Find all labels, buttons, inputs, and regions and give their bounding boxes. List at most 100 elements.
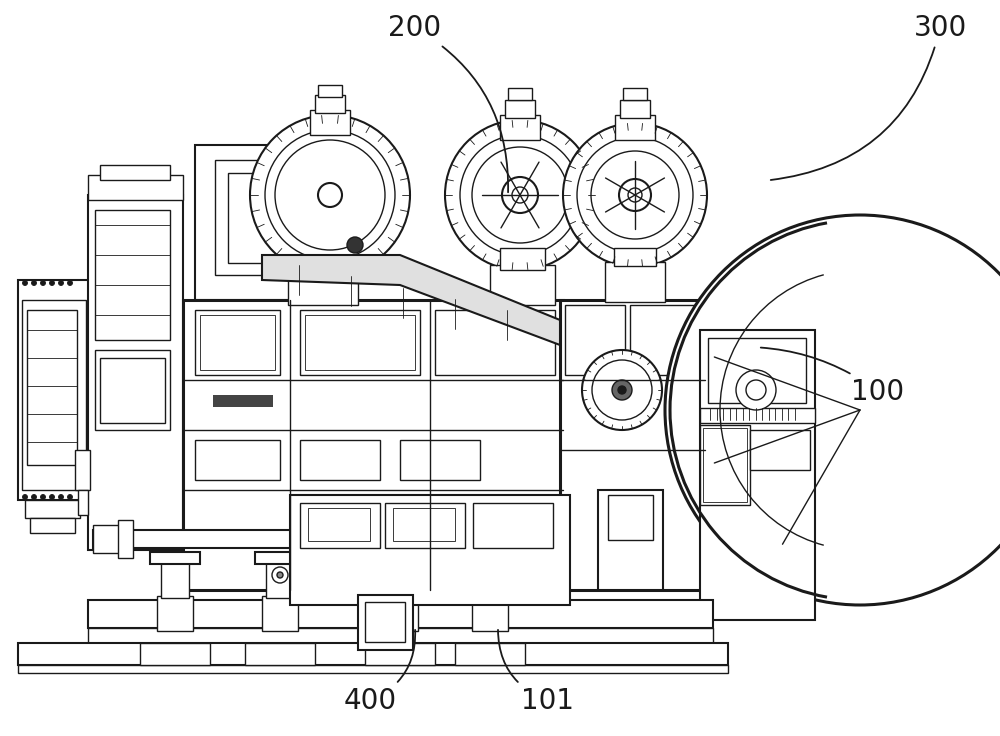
Bar bbox=[614, 248, 656, 266]
Bar bbox=[18, 665, 728, 673]
Bar bbox=[95, 350, 170, 430]
Bar bbox=[386, 560, 414, 598]
Bar bbox=[240, 300, 275, 340]
Bar bbox=[500, 115, 540, 140]
Bar bbox=[300, 310, 420, 375]
Bar bbox=[435, 310, 555, 375]
Circle shape bbox=[472, 147, 568, 243]
Circle shape bbox=[592, 360, 652, 420]
Bar bbox=[18, 643, 728, 665]
Text: 400: 400 bbox=[343, 630, 415, 715]
Circle shape bbox=[392, 567, 408, 583]
Bar bbox=[700, 425, 750, 505]
Bar bbox=[382, 596, 418, 631]
Text: 200: 200 bbox=[388, 14, 508, 192]
Bar bbox=[150, 552, 200, 564]
Circle shape bbox=[275, 140, 385, 250]
Bar bbox=[318, 85, 342, 97]
Circle shape bbox=[445, 120, 595, 270]
Text: 100: 100 bbox=[761, 347, 905, 406]
Bar bbox=[88, 600, 713, 628]
Bar bbox=[195, 440, 280, 480]
Bar bbox=[296, 240, 351, 260]
Circle shape bbox=[272, 567, 288, 583]
Bar bbox=[358, 595, 413, 650]
Bar bbox=[30, 518, 75, 533]
Bar bbox=[75, 450, 90, 490]
Bar bbox=[400, 440, 480, 480]
Circle shape bbox=[618, 386, 626, 394]
Bar bbox=[183, 300, 563, 590]
Bar bbox=[700, 408, 815, 423]
Bar bbox=[620, 100, 650, 118]
Circle shape bbox=[40, 280, 46, 286]
Bar bbox=[605, 262, 665, 302]
Bar bbox=[375, 552, 425, 564]
Circle shape bbox=[563, 123, 707, 267]
Bar bbox=[288, 255, 358, 305]
Circle shape bbox=[277, 572, 283, 578]
Bar bbox=[393, 508, 455, 541]
Bar bbox=[88, 175, 183, 200]
Bar bbox=[365, 643, 435, 665]
Circle shape bbox=[58, 495, 64, 500]
Bar bbox=[445, 518, 520, 543]
Bar bbox=[505, 100, 535, 118]
Bar bbox=[608, 495, 653, 540]
Bar bbox=[262, 596, 298, 631]
Circle shape bbox=[502, 177, 538, 213]
Bar bbox=[195, 310, 280, 375]
Bar bbox=[385, 503, 465, 548]
Bar bbox=[228, 173, 293, 263]
Bar bbox=[473, 503, 553, 548]
Bar bbox=[93, 525, 123, 553]
Bar bbox=[78, 490, 88, 515]
Bar bbox=[630, 305, 700, 375]
Bar bbox=[500, 248, 545, 270]
Bar bbox=[213, 395, 273, 407]
Circle shape bbox=[397, 572, 403, 578]
Bar bbox=[315, 95, 345, 113]
Circle shape bbox=[265, 130, 395, 260]
Bar bbox=[700, 330, 815, 620]
Bar bbox=[623, 88, 647, 100]
Text: 101: 101 bbox=[498, 630, 574, 715]
Bar bbox=[161, 560, 189, 598]
Bar bbox=[225, 340, 290, 355]
Bar bbox=[615, 115, 655, 140]
Bar bbox=[455, 643, 525, 665]
Circle shape bbox=[347, 237, 363, 253]
Bar bbox=[200, 315, 275, 370]
Bar bbox=[22, 300, 86, 490]
Bar bbox=[266, 560, 294, 598]
Bar bbox=[245, 643, 315, 665]
Bar bbox=[508, 88, 532, 100]
Circle shape bbox=[612, 380, 632, 400]
Circle shape bbox=[22, 280, 28, 286]
Bar bbox=[195, 145, 325, 300]
Bar bbox=[308, 508, 370, 541]
Bar bbox=[300, 440, 380, 480]
Bar bbox=[310, 110, 350, 135]
Circle shape bbox=[22, 495, 28, 500]
Circle shape bbox=[591, 151, 679, 239]
Bar bbox=[118, 520, 133, 558]
Circle shape bbox=[318, 183, 342, 207]
Bar bbox=[708, 338, 806, 403]
Circle shape bbox=[40, 495, 46, 500]
Bar bbox=[476, 560, 504, 598]
Bar bbox=[95, 210, 170, 340]
Bar bbox=[750, 430, 810, 470]
Bar bbox=[25, 500, 80, 518]
Bar bbox=[365, 602, 405, 642]
Circle shape bbox=[746, 380, 766, 400]
Bar bbox=[88, 628, 713, 643]
Bar bbox=[490, 265, 555, 305]
Bar bbox=[472, 596, 508, 631]
Circle shape bbox=[512, 187, 528, 203]
Circle shape bbox=[582, 350, 662, 430]
Circle shape bbox=[665, 215, 1000, 605]
Circle shape bbox=[50, 495, 54, 500]
Bar bbox=[452, 512, 512, 524]
Bar bbox=[140, 643, 210, 665]
